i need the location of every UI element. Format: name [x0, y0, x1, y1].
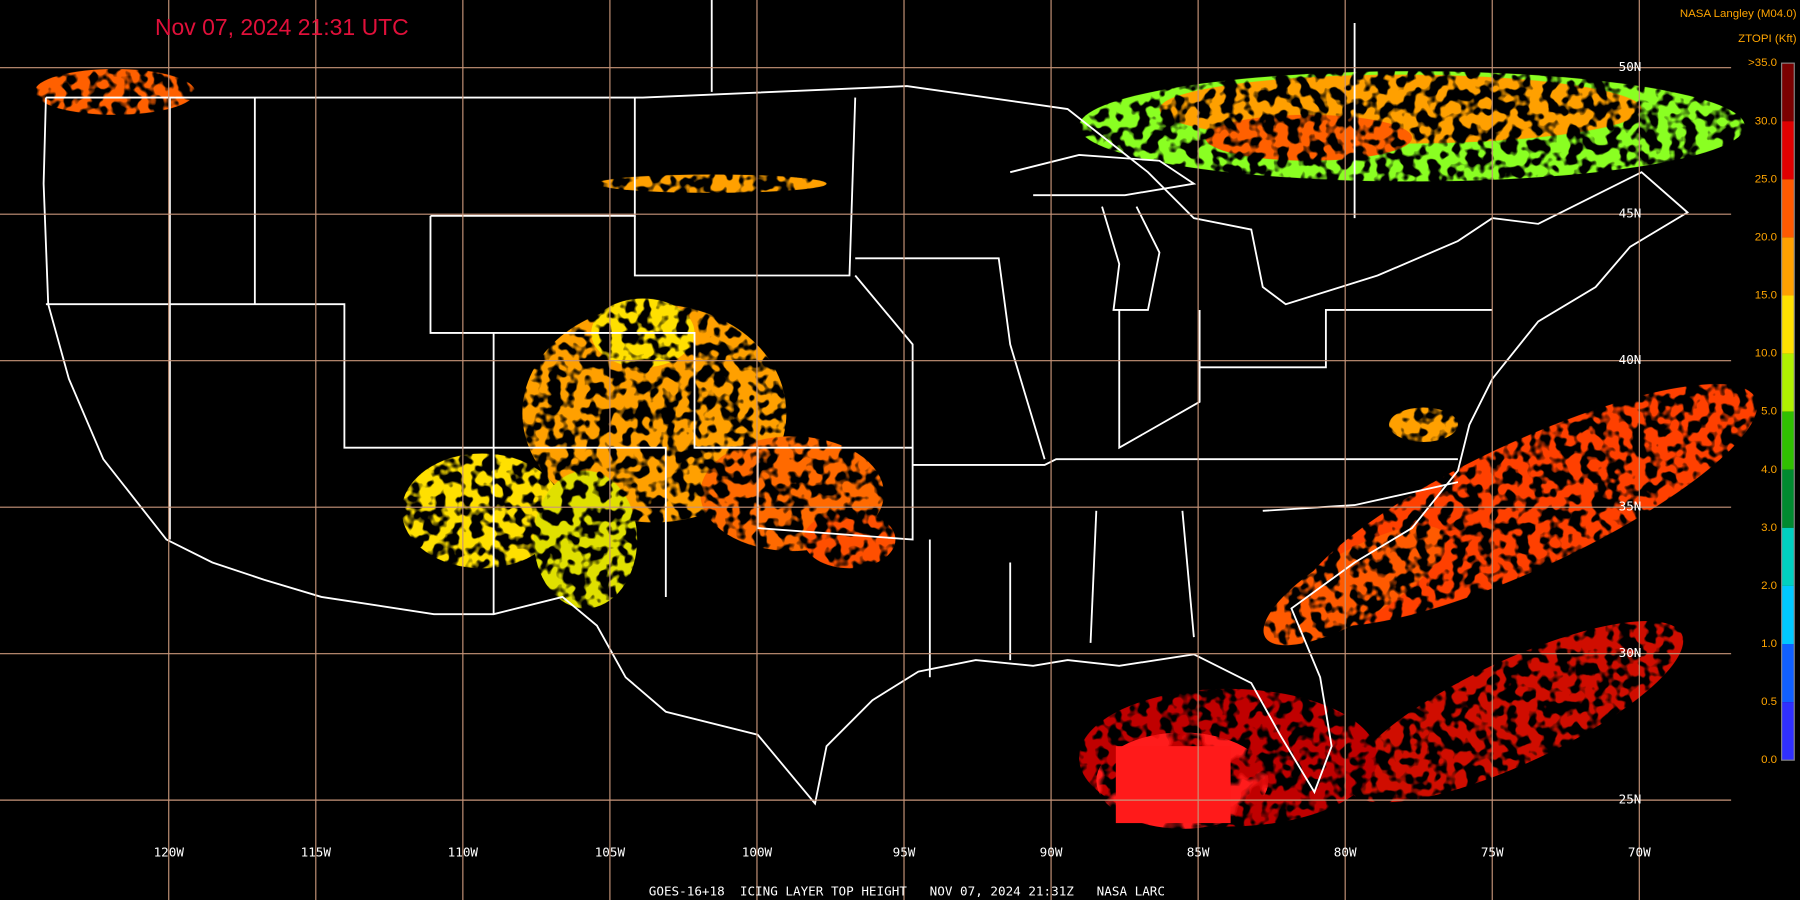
colorbar-swatch	[1781, 469, 1795, 528]
lon-label: 120W	[154, 844, 185, 859]
colorbar: >35.0 30.0 25.0 20.0 15.0 10.0 5.0 4.0 3.0 2.0 1.0…	[1748, 57, 1795, 766]
lat-label: 30N	[1619, 645, 1642, 660]
colorbar-label: 4.0	[1761, 464, 1777, 476]
colorbar-swatch	[1781, 702, 1795, 761]
lake-superior	[1009, 154, 1197, 197]
colorbar-frame	[1781, 62, 1795, 761]
state-line	[1199, 309, 1493, 369]
colorbar-label: 1.0	[1761, 638, 1777, 650]
lon-label: 70W	[1628, 844, 1651, 859]
lon-label: 95W	[893, 844, 916, 859]
lat-lon-grid	[0, 0, 1732, 900]
lat-label: 25N	[1619, 792, 1642, 807]
us-outline	[42, 85, 1690, 806]
colorbar-swatch	[1781, 237, 1795, 296]
grid-labels: 50N 45N 40N 35N 30N 25N 120W 115W 110W 105W 100W 95…	[154, 59, 1652, 859]
lon-label: 80W	[1334, 844, 1357, 859]
lon-label: 100W	[742, 844, 773, 859]
colorbar-swatch	[1781, 411, 1795, 470]
colorbar-label: 10.0	[1755, 348, 1777, 360]
lon-label: 75W	[1481, 844, 1504, 859]
credit: NASA Langley (M04.0)	[1680, 8, 1797, 20]
colorbar-swatch	[1781, 644, 1795, 703]
timestamp: Nov 07, 2024 21:31 UTC	[155, 14, 409, 40]
lat-label: 45N	[1619, 206, 1642, 221]
lon-label: 90W	[1040, 844, 1063, 859]
state-line	[1262, 481, 1459, 512]
state-line	[1118, 309, 1201, 450]
product-units: ZTOPI (Kft)	[1738, 33, 1797, 45]
state-line	[1089, 510, 1098, 643]
boundaries	[42, 0, 1690, 806]
state-line	[694, 274, 914, 541]
colorbar-label: 30.0	[1755, 115, 1777, 127]
state-line	[429, 215, 913, 449]
colorbar-label: 0.5	[1761, 696, 1777, 708]
colorbar-label: >35.0	[1748, 57, 1777, 69]
colorbar-label: 3.0	[1761, 522, 1777, 534]
lon-label: 105W	[595, 844, 626, 859]
colorbar-label: 25.0	[1755, 173, 1777, 185]
colorbar-label: 0.0	[1761, 754, 1777, 766]
colorbar-swatch	[1781, 121, 1795, 180]
lake-michigan	[1101, 206, 1161, 311]
colorbar-swatch	[1781, 295, 1795, 354]
colorbar-label: 2.0	[1761, 580, 1777, 592]
colorbar-swatch	[1781, 585, 1795, 645]
state-line	[492, 332, 667, 597]
lon-label: 85W	[1187, 844, 1210, 859]
footer-caption: GOES-16+18 ICING LAYER TOP HEIGHT NOV 07…	[649, 883, 1165, 898]
state-line	[45, 303, 495, 615]
state-line	[855, 257, 1046, 460]
state-line	[912, 458, 1458, 466]
colorbar-swatch	[1781, 179, 1795, 238]
lat-label: 50N	[1619, 59, 1642, 74]
storm-core	[1115, 746, 1231, 824]
colorbar-label: 15.0	[1755, 290, 1777, 302]
lat-label: 40N	[1619, 352, 1642, 367]
colorbar-label: 5.0	[1761, 406, 1777, 418]
colorbar-swatch	[1781, 353, 1795, 412]
lon-label: 115W	[301, 844, 332, 859]
colorbar-label: 20.0	[1755, 231, 1777, 243]
colorbar-swatch	[1781, 63, 1795, 122]
state-line	[1181, 510, 1195, 638]
lon-label: 110W	[448, 844, 479, 859]
state-line	[633, 97, 857, 277]
colorbar-swatch	[1781, 527, 1795, 586]
lat-label: 35N	[1619, 499, 1642, 514]
